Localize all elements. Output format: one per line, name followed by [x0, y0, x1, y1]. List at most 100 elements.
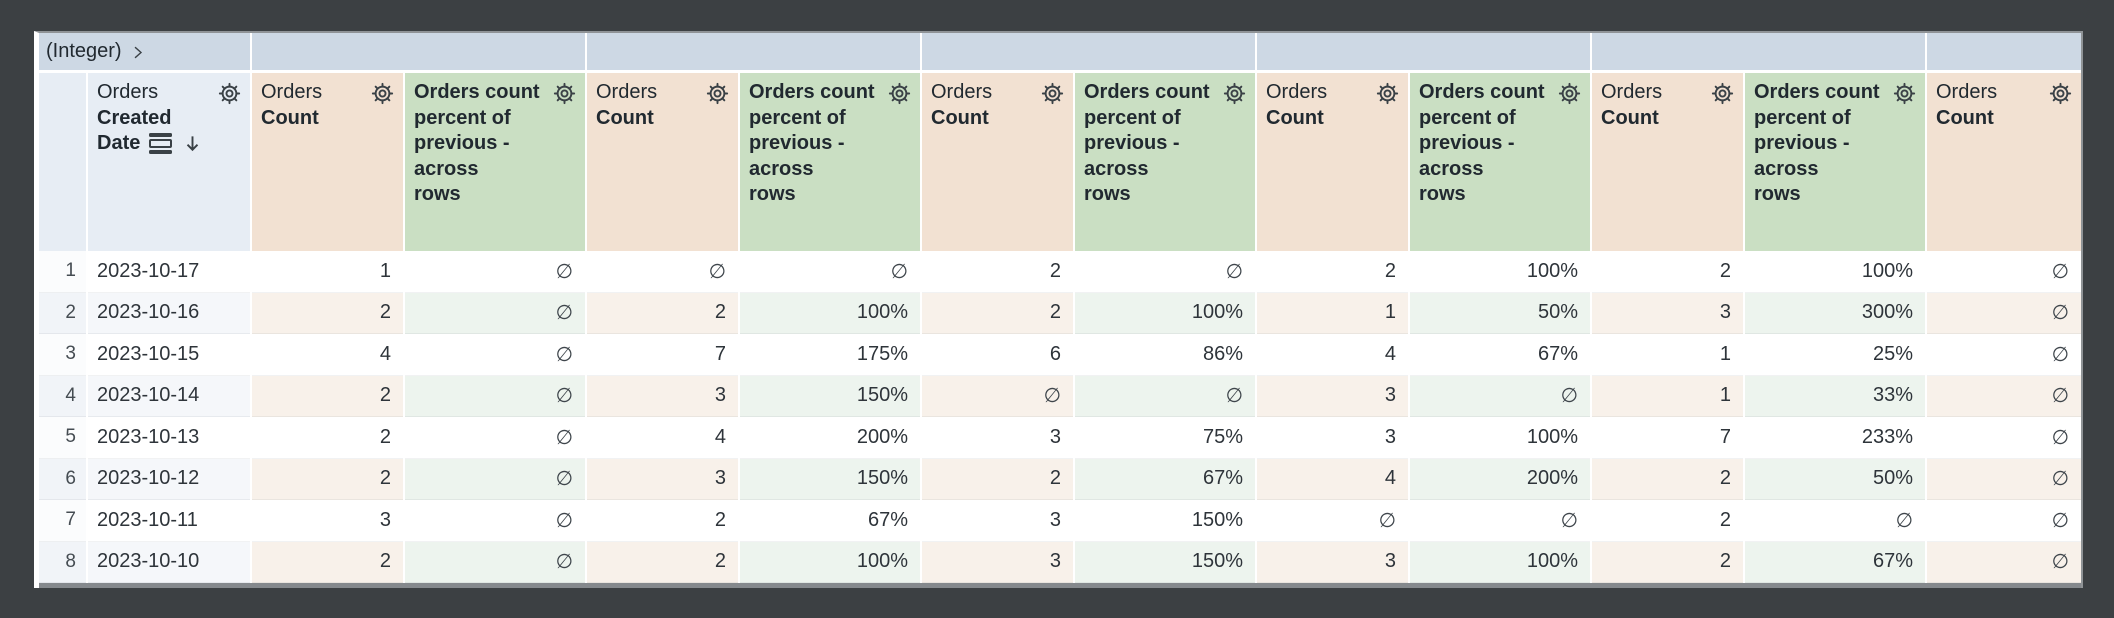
calc-value-cell[interactable]: 67% — [1745, 541, 1925, 583]
calc-value-cell[interactable]: 150% — [1075, 500, 1255, 542]
gear-icon[interactable] — [1556, 80, 1583, 107]
measure-value-cell[interactable]: ∅ — [1927, 500, 2081, 542]
calc-value-cell[interactable]: 86% — [1075, 334, 1255, 376]
calc-value-cell[interactable]: ∅ — [405, 251, 585, 293]
measure-value-cell[interactable]: 4 — [252, 334, 403, 376]
calc-value-cell[interactable]: 67% — [1410, 334, 1590, 376]
measure-value-cell[interactable]: 2 — [1592, 458, 1743, 500]
measure-value-cell[interactable]: 2 — [587, 292, 738, 334]
column-header-measure-2[interactable]: Orders Count — [252, 73, 403, 251]
calc-value-cell[interactable]: 100% — [1745, 251, 1925, 293]
gear-icon[interactable] — [886, 80, 913, 107]
measure-value-cell[interactable]: 1 — [1592, 375, 1743, 417]
gear-icon[interactable] — [551, 80, 578, 107]
calc-value-cell[interactable]: ∅ — [1410, 500, 1590, 542]
calc-value-cell[interactable]: 25% — [1745, 334, 1925, 376]
calc-value-cell[interactable]: 50% — [1410, 292, 1590, 334]
column-header-measure-10[interactable]: Orders Count — [1592, 73, 1743, 251]
measure-value-cell[interactable]: 4 — [1257, 458, 1408, 500]
measure-value-cell[interactable]: ∅ — [1257, 500, 1408, 542]
gear-icon[interactable] — [1891, 80, 1918, 107]
pivot-value-cell[interactable] — [1927, 33, 2081, 70]
measure-value-cell[interactable]: 2 — [252, 458, 403, 500]
measure-value-cell[interactable]: 2 — [587, 541, 738, 583]
measure-value-cell[interactable]: 2 — [922, 292, 1073, 334]
column-header-measure-12[interactable]: Orders Count — [1927, 73, 2081, 251]
measure-value-cell[interactable]: 2 — [922, 458, 1073, 500]
pivot-value-cell[interactable] — [587, 33, 920, 70]
column-header-calc-9[interactable]: Orders count percent of previous - across ro… — [1410, 73, 1590, 251]
gear-icon[interactable] — [704, 80, 731, 107]
measure-value-cell[interactable]: 3 — [1257, 417, 1408, 459]
measure-value-cell[interactable]: ∅ — [1927, 541, 2081, 583]
calc-value-cell[interactable]: 100% — [1410, 541, 1590, 583]
gear-icon[interactable] — [1221, 80, 1248, 107]
date-cell[interactable]: 2023-10-12 — [88, 458, 250, 500]
measure-value-cell[interactable]: 3 — [1257, 541, 1408, 583]
column-header-dimension-1[interactable]: Orders Created Date — [88, 73, 250, 251]
measure-value-cell[interactable]: 1 — [1592, 334, 1743, 376]
measure-value-cell[interactable]: 1 — [252, 251, 403, 293]
date-cell[interactable]: 2023-10-15 — [88, 334, 250, 376]
calc-value-cell[interactable]: ∅ — [1745, 500, 1925, 542]
measure-value-cell[interactable]: 1 — [1257, 292, 1408, 334]
calc-value-cell[interactable]: 150% — [1075, 541, 1255, 583]
measure-value-cell[interactable]: 3 — [1592, 292, 1743, 334]
calc-value-cell[interactable]: ∅ — [405, 500, 585, 542]
date-cell[interactable]: 2023-10-14 — [88, 375, 250, 417]
pivot-value-cell[interactable] — [252, 33, 585, 70]
measure-value-cell[interactable]: 2 — [587, 500, 738, 542]
calc-value-cell[interactable]: 100% — [1075, 292, 1255, 334]
measure-value-cell[interactable]: 2 — [252, 417, 403, 459]
calc-value-cell[interactable]: 233% — [1745, 417, 1925, 459]
measure-value-cell[interactable]: 3 — [587, 375, 738, 417]
gear-icon[interactable] — [2047, 80, 2074, 107]
calc-value-cell[interactable]: ∅ — [405, 375, 585, 417]
calc-value-cell[interactable]: ∅ — [1410, 375, 1590, 417]
measure-value-cell[interactable]: 7 — [1592, 417, 1743, 459]
measure-value-cell[interactable]: 4 — [587, 417, 738, 459]
calc-value-cell[interactable]: 33% — [1745, 375, 1925, 417]
measure-value-cell[interactable]: 3 — [252, 500, 403, 542]
calc-value-cell[interactable]: 200% — [740, 417, 920, 459]
calc-value-cell[interactable]: 300% — [1745, 292, 1925, 334]
calc-value-cell[interactable]: ∅ — [1075, 375, 1255, 417]
date-cell[interactable]: 2023-10-16 — [88, 292, 250, 334]
calc-value-cell[interactable]: 175% — [740, 334, 920, 376]
measure-value-cell[interactable]: 2 — [252, 541, 403, 583]
date-cell[interactable]: 2023-10-11 — [88, 500, 250, 542]
measure-value-cell[interactable]: ∅ — [922, 375, 1073, 417]
measure-value-cell[interactable]: 2 — [1592, 500, 1743, 542]
calc-value-cell[interactable]: ∅ — [1075, 251, 1255, 293]
calc-value-cell[interactable]: 67% — [1075, 458, 1255, 500]
gear-icon[interactable] — [1374, 80, 1401, 107]
gear-icon[interactable] — [216, 80, 243, 107]
column-header-calc-7[interactable]: Orders count percent of previous - across ro… — [1075, 73, 1255, 251]
calc-value-cell[interactable]: 75% — [1075, 417, 1255, 459]
measure-value-cell[interactable]: 3 — [922, 541, 1073, 583]
calc-value-cell[interactable]: 150% — [740, 375, 920, 417]
pivot-value-cell[interactable] — [922, 33, 1255, 70]
calc-value-cell[interactable]: 67% — [740, 500, 920, 542]
measure-value-cell[interactable]: 2 — [1592, 541, 1743, 583]
column-header-measure-8[interactable]: Orders Count — [1257, 73, 1408, 251]
calc-value-cell[interactable]: ∅ — [405, 417, 585, 459]
calc-value-cell[interactable]: 200% — [1410, 458, 1590, 500]
calc-value-cell[interactable]: 100% — [1410, 417, 1590, 459]
measure-value-cell[interactable]: 2 — [252, 375, 403, 417]
date-cell[interactable]: 2023-10-10 — [88, 541, 250, 583]
measure-value-cell[interactable]: 3 — [1257, 375, 1408, 417]
calc-value-cell[interactable]: ∅ — [405, 334, 585, 376]
sort-desc-icon[interactable] — [181, 132, 204, 155]
measure-value-cell[interactable]: 3 — [922, 500, 1073, 542]
column-header-calc-3[interactable]: Orders count percent of previous - across ro… — [405, 73, 585, 251]
measure-value-cell[interactable]: 6 — [922, 334, 1073, 376]
pivot-value-cell[interactable] — [1592, 33, 1925, 70]
measure-value-cell[interactable]: 7 — [587, 334, 738, 376]
column-header-calc-11[interactable]: Orders count percent of previous - across ro… — [1745, 73, 1925, 251]
measure-value-cell[interactable]: ∅ — [1927, 251, 2081, 293]
calc-value-cell[interactable]: ∅ — [405, 458, 585, 500]
chevron-right-icon[interactable] — [129, 44, 146, 61]
calc-value-cell[interactable]: 50% — [1745, 458, 1925, 500]
measure-value-cell[interactable]: ∅ — [1927, 375, 2081, 417]
